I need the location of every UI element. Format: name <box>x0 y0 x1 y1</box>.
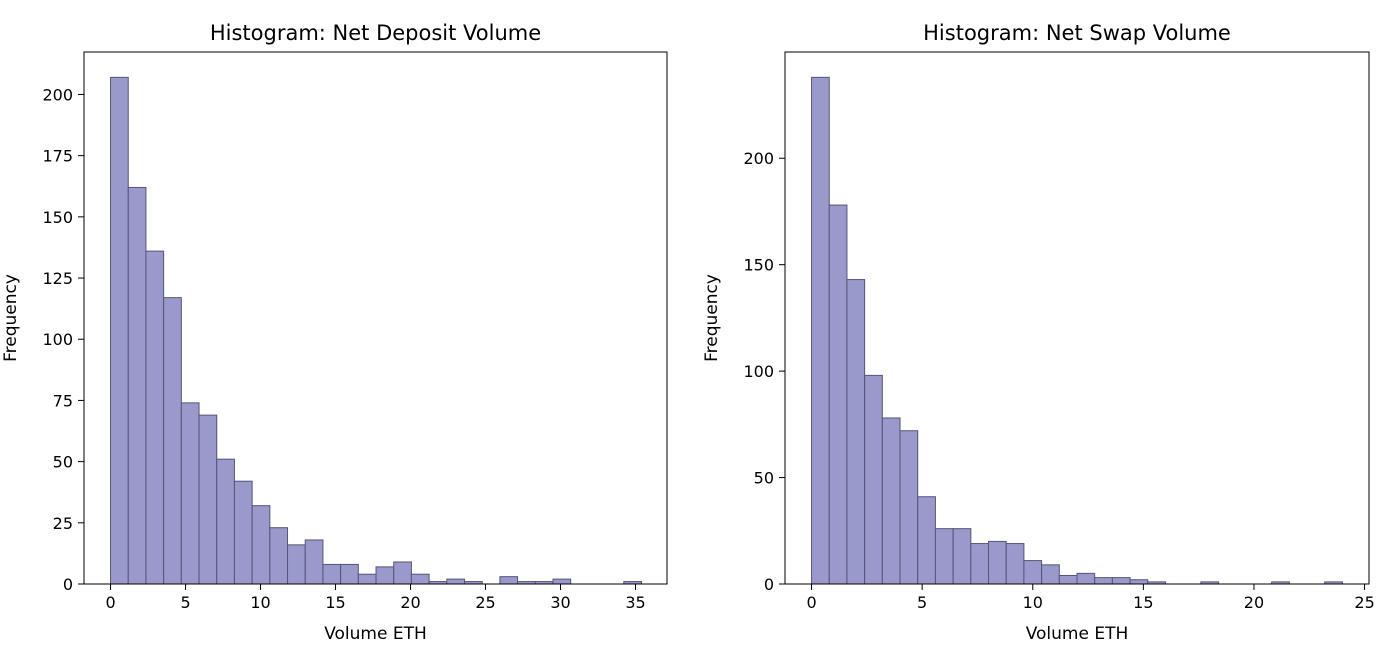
x-axis-label: Volume ETH <box>1026 624 1129 644</box>
histogram-bar <box>917 496 936 585</box>
histogram-bar <box>934 528 954 585</box>
x-axis-ticks: 0 5 10 15 20 25 30 35 <box>105 584 646 612</box>
histogram-bar <box>1129 579 1149 585</box>
histogram-bar <box>952 528 972 585</box>
y-tick-label: 125 <box>42 269 73 288</box>
histogram-bar <box>552 578 572 585</box>
histogram-bar <box>811 76 830 585</box>
histogram-bar <box>393 561 412 585</box>
chart-title: Histogram: Net Deposit Volume <box>210 21 541 45</box>
x-tick-label: 35 <box>625 593 645 612</box>
y-axis-ticks: 0 25 50 75 100 125 150 175 200 <box>42 85 84 594</box>
histogram-bar <box>1076 572 1096 585</box>
histogram-bar <box>269 527 289 585</box>
x-tick-label: 20 <box>1244 593 1264 612</box>
chart-title: Histogram: Net Swap Volume <box>923 21 1231 45</box>
histogram-bar <box>233 480 253 585</box>
x-tick-label: 25 <box>475 593 495 612</box>
y-tick-label: 150 <box>743 256 774 275</box>
x-tick-label: 15 <box>1133 593 1153 612</box>
histogram-bar <box>1058 574 1078 585</box>
swap-histogram-panel: Histogram: Net Swap Volume Volume ETH Fr… <box>702 21 1375 644</box>
x-tick-label: 10 <box>1023 593 1043 612</box>
histogram-bar <box>1041 564 1060 585</box>
histogram-bar <box>180 402 200 585</box>
histogram-bar <box>988 540 1007 585</box>
histogram-bar <box>357 573 377 585</box>
histogram-bar <box>970 543 990 585</box>
histogram-bar <box>251 505 271 585</box>
x-tick-label: 25 <box>1354 593 1374 612</box>
y-tick-label: 175 <box>42 147 73 166</box>
histogram-bar <box>1111 577 1131 585</box>
histogram-bar <box>1094 577 1113 585</box>
y-axis-label: Frequency <box>702 274 722 362</box>
histogram-bar <box>163 297 182 585</box>
y-tick-label: 0 <box>764 575 774 594</box>
histogram-bar <box>899 430 919 585</box>
y-tick-label: 75 <box>53 391 73 410</box>
deposit-histogram-panel: Histogram: Net Deposit Volume Volume ETH… <box>1 21 668 644</box>
histogram-bar <box>287 544 306 585</box>
axes-frame <box>784 51 1370 585</box>
histogram-bar <box>499 576 519 585</box>
y-tick-label: 200 <box>42 85 73 104</box>
histogram-bar <box>110 76 129 585</box>
histogram-bar <box>145 250 165 585</box>
x-axis-ticks: 0 5 10 15 20 25 <box>806 584 1375 612</box>
histogram-bar <box>375 566 395 585</box>
histogram-bar <box>446 578 466 585</box>
y-tick-label: 100 <box>743 362 774 381</box>
x-axis-label: Volume ETH <box>324 624 427 644</box>
y-tick-label: 100 <box>42 330 73 349</box>
histogram-bar <box>216 458 235 585</box>
histogram-bars <box>110 76 643 585</box>
x-tick-label: 5 <box>917 593 927 612</box>
histogram-bar <box>1023 560 1043 585</box>
histogram-bar <box>340 563 359 585</box>
histogram-bars <box>811 76 1343 585</box>
y-tick-label: 50 <box>754 469 774 488</box>
histogram-bar <box>1005 543 1025 585</box>
axes-frame <box>83 51 668 585</box>
x-tick-label: 0 <box>806 593 816 612</box>
histogram-bar <box>304 539 324 585</box>
x-tick-label: 15 <box>325 593 345 612</box>
histogram-bar <box>864 374 883 585</box>
y-tick-label: 150 <box>42 208 73 227</box>
histogram-bar <box>410 573 430 585</box>
histogram-bar <box>127 186 147 585</box>
x-tick-label: 10 <box>250 593 270 612</box>
histogram-bar <box>828 204 848 585</box>
y-tick-label: 0 <box>63 575 73 594</box>
histogram-bar <box>881 417 901 585</box>
y-tick-label: 50 <box>53 453 73 472</box>
y-axis-label: Frequency <box>1 274 21 362</box>
x-tick-label: 5 <box>180 593 190 612</box>
x-tick-label: 0 <box>105 593 115 612</box>
y-tick-label: 200 <box>743 149 774 168</box>
histogram-bar <box>198 414 218 585</box>
x-tick-label: 30 <box>550 593 570 612</box>
histogram-bar <box>846 279 866 585</box>
x-tick-label: 20 <box>400 593 420 612</box>
y-axis-ticks: 0 50 100 150 200 <box>743 149 785 594</box>
histogram-bar <box>322 563 342 585</box>
y-tick-label: 25 <box>53 514 73 533</box>
